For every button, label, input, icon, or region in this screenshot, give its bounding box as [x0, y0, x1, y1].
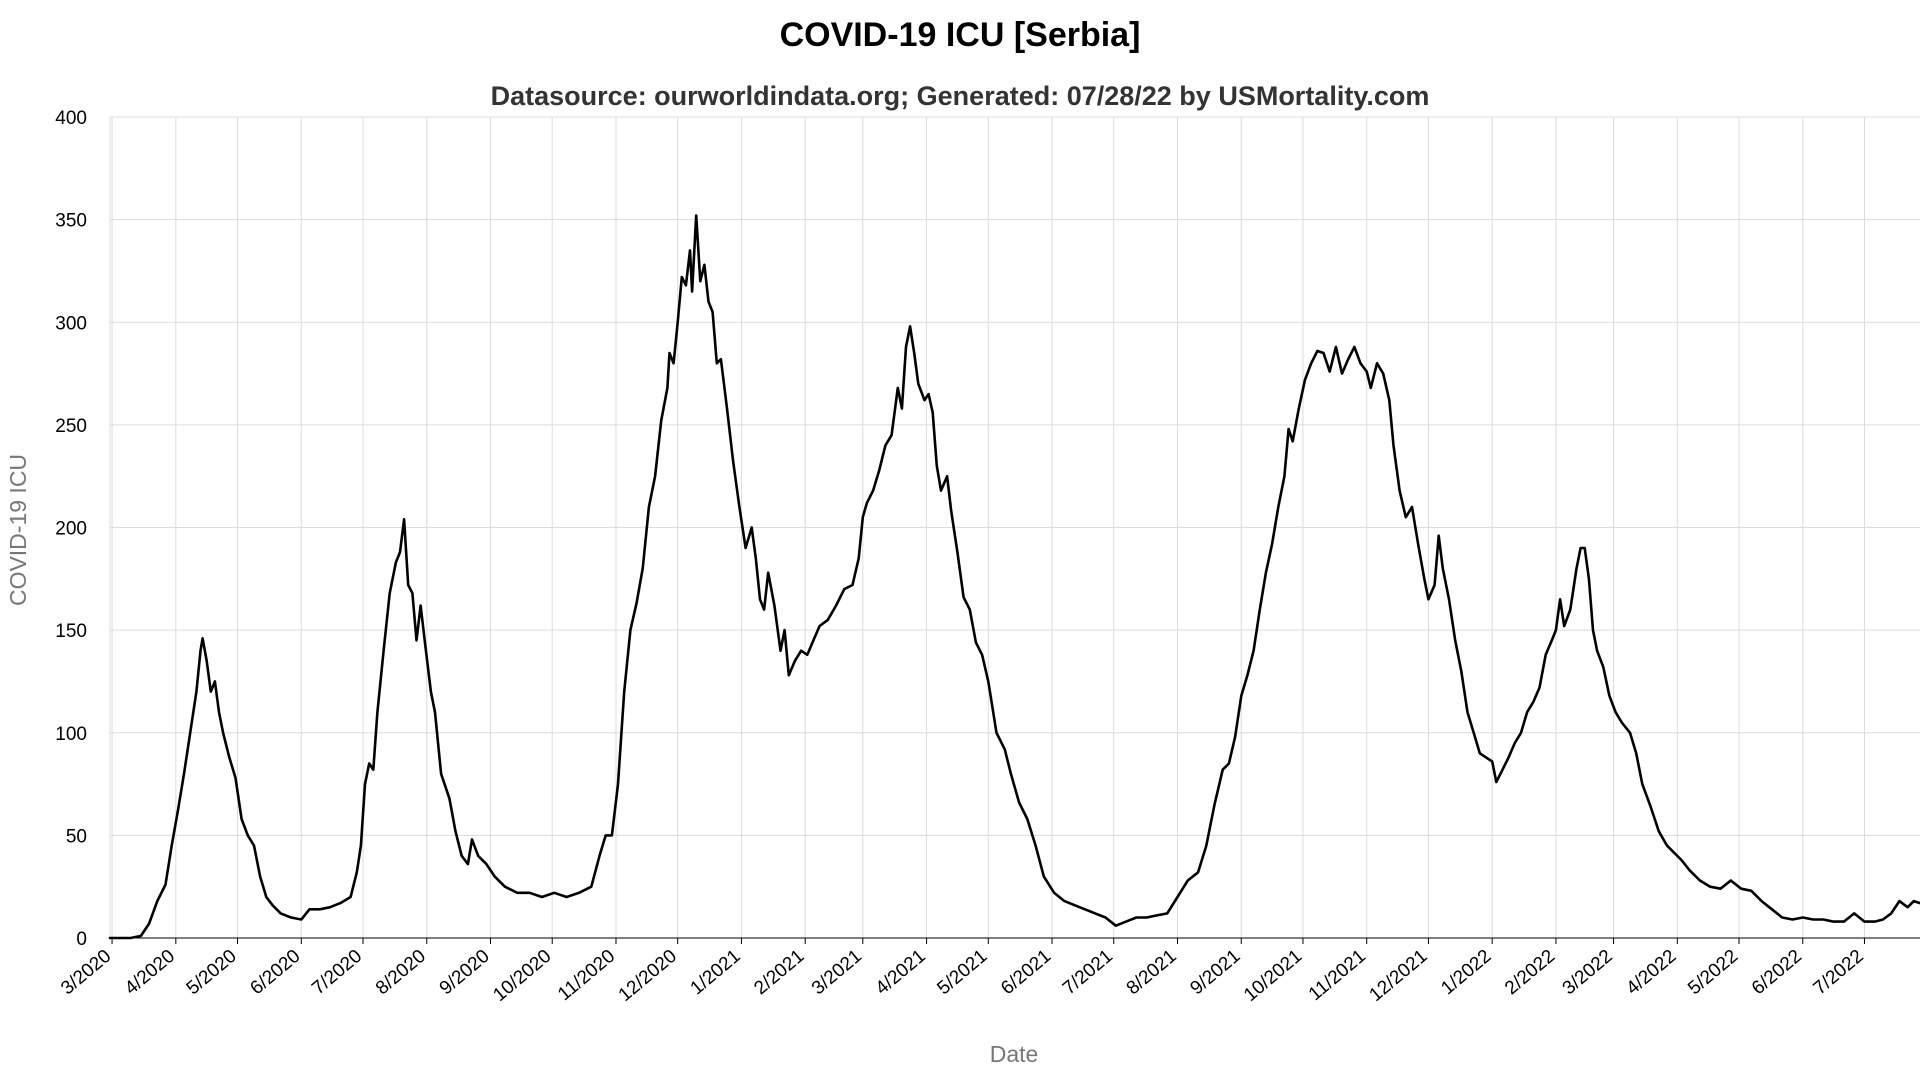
x-tick-label: 9/2020 [436, 946, 494, 999]
x-tick-label: 7/2020 [308, 946, 366, 999]
y-tick-label: 400 [55, 108, 87, 129]
x-tick-label: 10/2021 [1240, 946, 1306, 1006]
x-tick-label: 1/2022 [1437, 946, 1495, 999]
gridlines [110, 116, 1920, 939]
x-tick-label: 9/2021 [1186, 946, 1244, 999]
x-tick-label: 8/2020 [372, 946, 430, 999]
y-tick-label: 50 [66, 826, 87, 847]
x-tick-label: 10/2020 [489, 946, 555, 1006]
x-tick-label: 12/2021 [1366, 946, 1432, 1006]
x-tick-label: 7/2022 [1810, 946, 1868, 999]
x-tick-label: 4/2022 [1622, 946, 1680, 999]
y-tick-label: 200 [55, 519, 87, 540]
series-layer [108, 214, 1920, 940]
x-tick-label: 1/2021 [687, 946, 745, 999]
y-tick-label: 100 [55, 724, 87, 745]
x-tick-label: 3/2022 [1559, 946, 1617, 999]
y-tick-label: 350 [55, 211, 87, 232]
x-tick-label: 4/2021 [872, 946, 930, 999]
x-tick-label: 2/2021 [750, 946, 808, 999]
x-tick-label: 6/2021 [997, 946, 1055, 999]
chart-title: COVID-19 ICU [Serbia] [779, 16, 1141, 54]
series-line [108, 214, 1920, 940]
axes [109, 117, 1920, 944]
x-tick-label: 5/2020 [183, 946, 241, 999]
x-tick-label: 2/2022 [1501, 946, 1559, 999]
y-tick-label: 300 [55, 313, 87, 334]
x-tick-label: 4/2020 [121, 946, 179, 999]
y-tick-label: 250 [55, 416, 87, 437]
chart-subtitle: Datasource: ourworldindata.org; Generate… [490, 81, 1430, 111]
x-tick-label: 11/2020 [554, 946, 619, 1005]
y-tick-label: 150 [55, 621, 87, 642]
x-tick-label: 6/2022 [1748, 946, 1806, 999]
y-axis-title: COVID-19 ICU [5, 454, 31, 606]
x-axis-title: Date [990, 1041, 1039, 1067]
x-tick-label: 8/2021 [1123, 946, 1181, 999]
x-tick-label: 7/2021 [1059, 946, 1117, 999]
x-tick-label: 5/2022 [1684, 946, 1742, 999]
x-tick-label: 3/2021 [808, 946, 866, 999]
x-tick-label: 5/2021 [933, 946, 991, 999]
x-tick-label: 12/2020 [615, 946, 681, 1006]
x-tick-label: 3/2020 [57, 946, 115, 999]
x-tick-label: 11/2021 [1305, 946, 1370, 1005]
x-tick-label: 6/2020 [246, 946, 304, 999]
y-tick-label: 0 [76, 929, 87, 950]
